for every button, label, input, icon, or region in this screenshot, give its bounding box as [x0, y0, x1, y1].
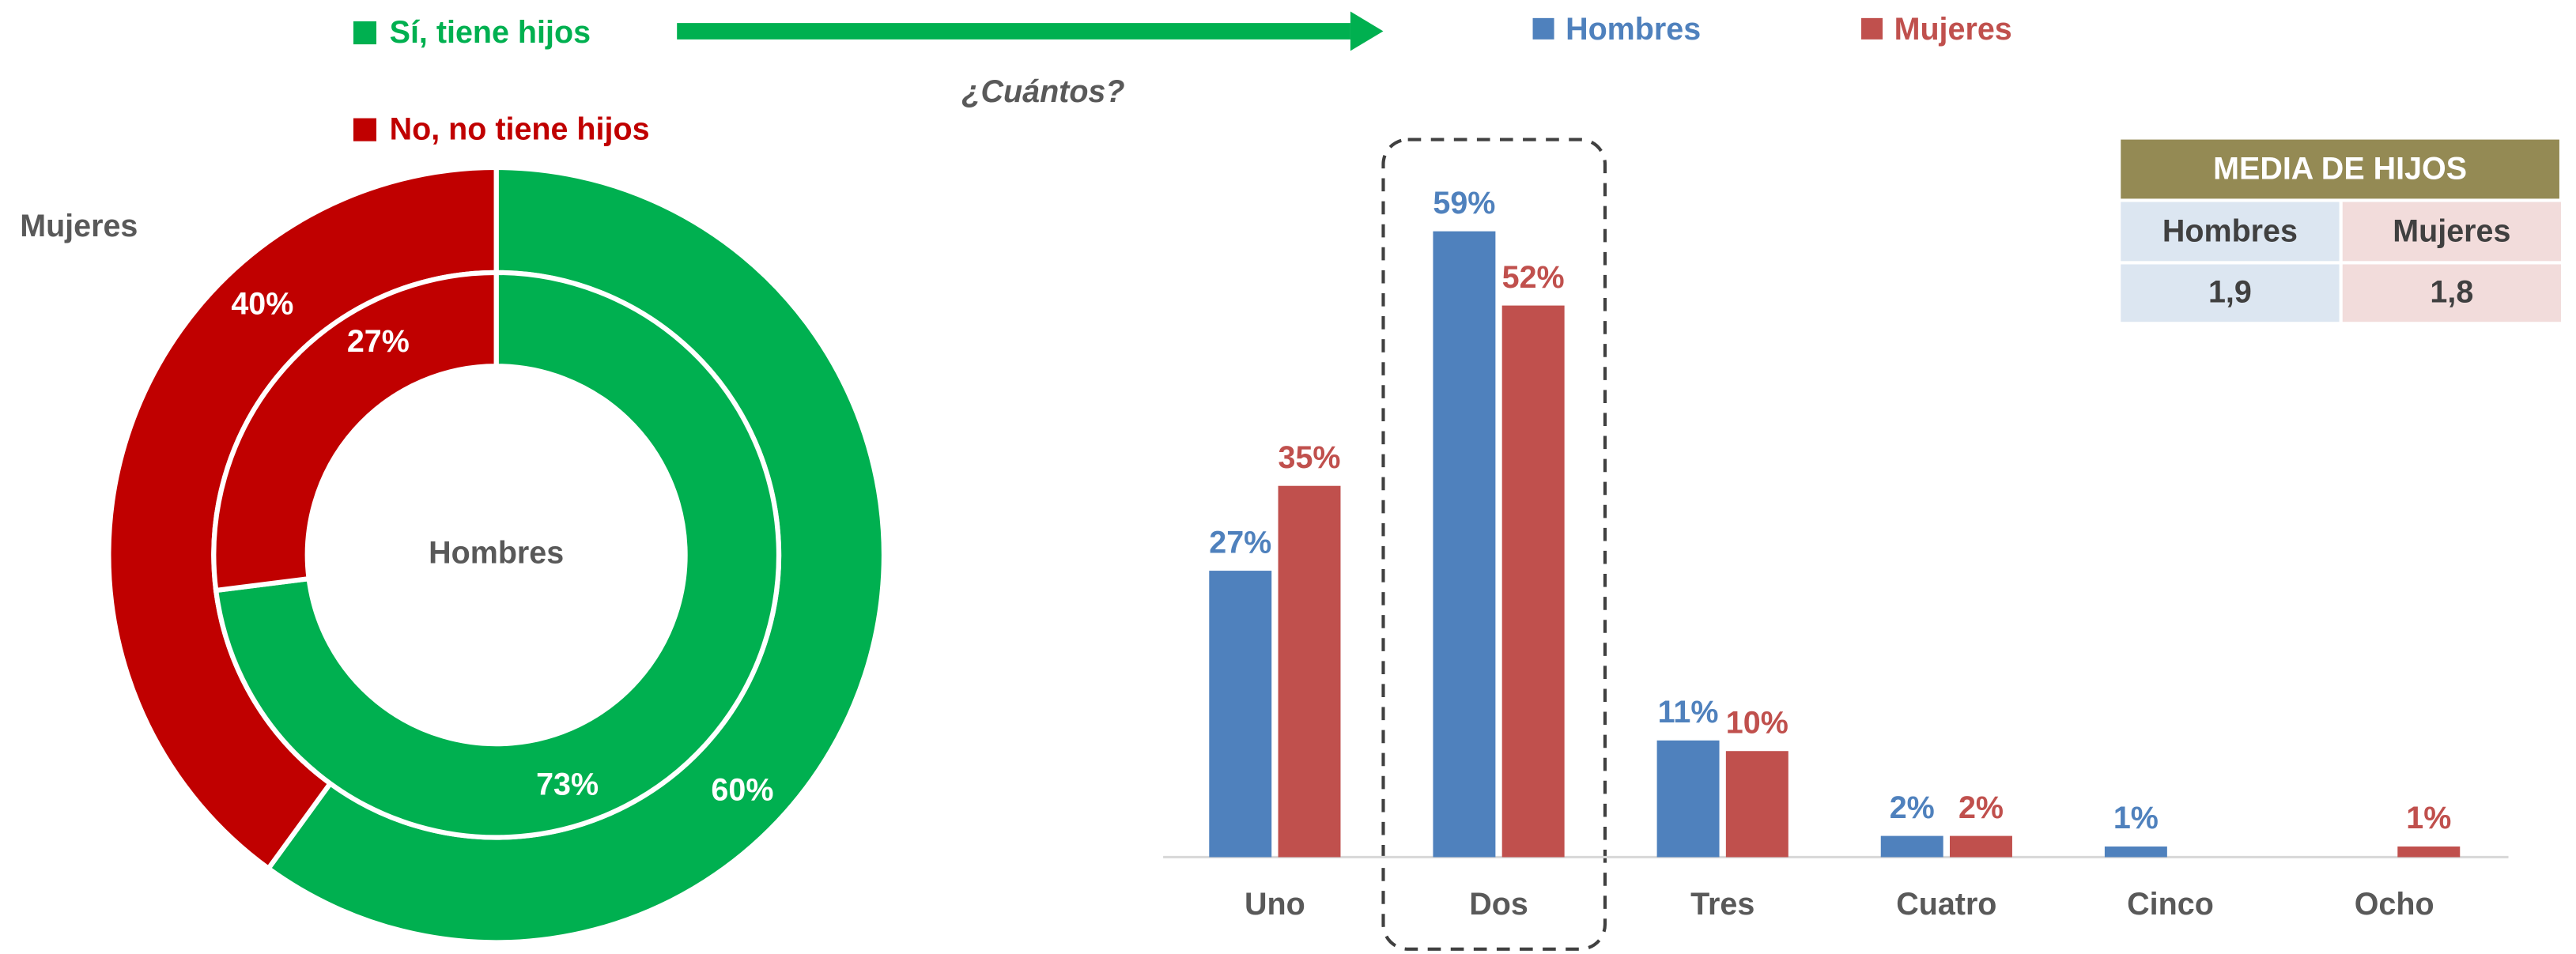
- value-label: 60%: [711, 772, 773, 807]
- x-tick-label: Uno: [1245, 887, 1305, 922]
- value-label: 10%: [1726, 705, 1788, 740]
- table-header-cell: [2121, 202, 2340, 262]
- value-label: 2%: [1958, 790, 2004, 825]
- value-label: 35%: [1279, 440, 1341, 475]
- inner-ring-label: Hombres: [429, 536, 564, 571]
- x-tick-label: Cuatro: [1896, 887, 1996, 922]
- table-title-bg: [2121, 139, 2559, 199]
- outer-ring-label: Mujeres: [20, 209, 138, 243]
- value-label: 27%: [1209, 525, 1271, 560]
- table-header: Hombres: [2162, 213, 2298, 248]
- bar: [2397, 847, 2461, 858]
- legend-label: Sí, tiene hijos: [390, 15, 591, 50]
- value-label: 11%: [1658, 695, 1719, 730]
- legend-swatch: [1861, 17, 1883, 40]
- table-cell: [2342, 264, 2562, 322]
- legend-label: Mujeres: [1894, 12, 2012, 47]
- bar: [1433, 231, 1496, 858]
- bar: [1209, 571, 1272, 858]
- legend-swatch: [1532, 17, 1554, 40]
- value-label: 59%: [1433, 186, 1495, 221]
- table-value: 1,9: [2208, 274, 2252, 309]
- legend-label: Hombres: [1566, 12, 1701, 47]
- x-tick-label: Tres: [1690, 887, 1754, 922]
- bar: [1278, 485, 1341, 858]
- table-header: Mujeres: [2393, 213, 2510, 248]
- bar: [1950, 835, 2012, 858]
- value-label: 27%: [347, 324, 410, 359]
- bar: [1656, 740, 1720, 858]
- table-value: 1,8: [2430, 274, 2473, 309]
- legend-swatch: [353, 118, 377, 141]
- annotation: ¿Cuántos?: [961, 74, 1124, 109]
- ring-segment: [211, 270, 499, 594]
- bar: [1501, 305, 1565, 858]
- x-tick-label: Cinco: [2127, 887, 2214, 922]
- arrow-head: [1350, 11, 1384, 51]
- value-label: 40%: [231, 287, 293, 322]
- bar: [1880, 835, 1943, 858]
- bar: [2104, 847, 2167, 858]
- table-cell: [2121, 264, 2340, 322]
- legend-label: No, no tiene hijos: [390, 112, 650, 147]
- ring-segment: [213, 270, 782, 840]
- value-label: 2%: [1890, 790, 1935, 825]
- value-label: 73%: [536, 767, 599, 802]
- table-title: MEDIA DE HIJOS: [2213, 151, 2467, 186]
- table-header-cell: [2342, 202, 2562, 262]
- x-tick-label: Dos: [1469, 887, 1528, 922]
- value-label: 52%: [1502, 260, 1565, 295]
- x-tick-label: Ocho: [2355, 887, 2434, 922]
- bar: [1725, 751, 1788, 858]
- value-label: 1%: [2113, 801, 2159, 835]
- value-label: 1%: [2406, 801, 2451, 835]
- legend-swatch: [353, 21, 377, 45]
